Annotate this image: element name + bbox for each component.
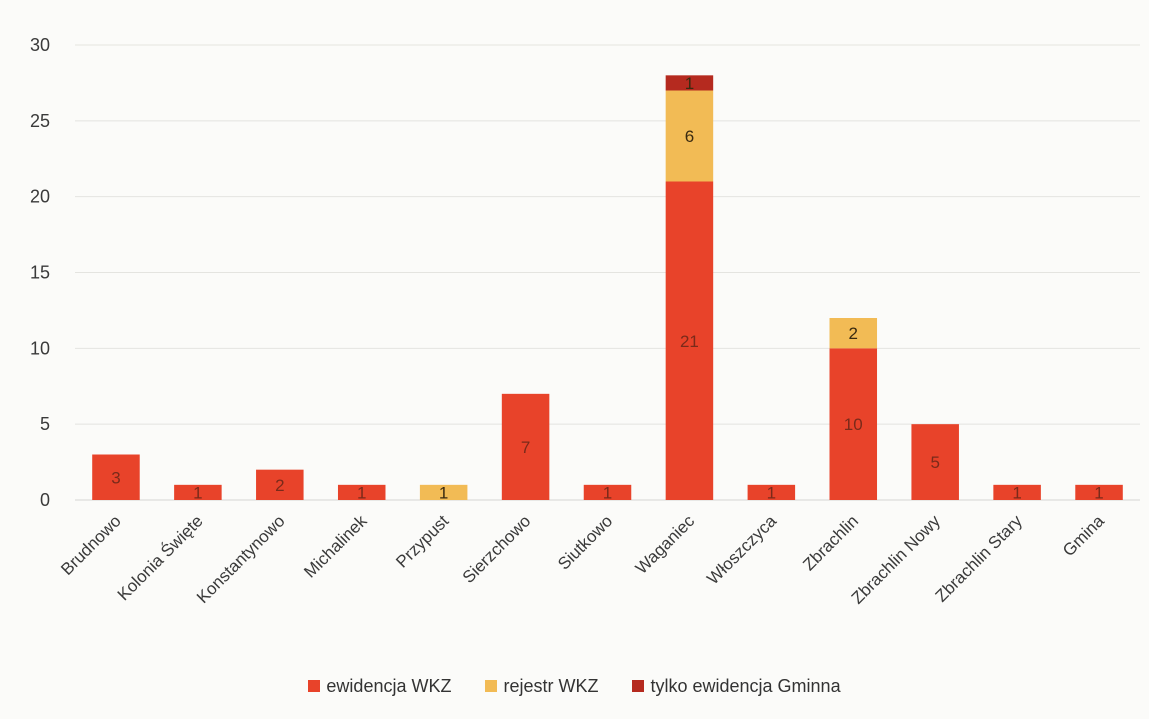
x-tick-label: Włoszczyca	[703, 511, 780, 588]
data-label: 1	[603, 483, 612, 502]
legend-item-tylko-ewidencja-gminna: tylko ewidencja Gminna	[632, 675, 841, 697]
data-label: 10	[844, 415, 863, 434]
bar-zbrachlin-stary-ewidencja-wkz	[993, 484, 1041, 500]
bar-zbrachlin-rejestr-wkz	[829, 318, 878, 349]
x-tick-label: Siutkowo	[554, 511, 616, 573]
y-tick-label: 10	[30, 338, 50, 358]
x-tick-label: Zbrachlin Stary	[932, 511, 1027, 606]
data-label: 6	[685, 127, 694, 146]
bar-zbrachlin-ewidencja-wkz	[829, 348, 878, 500]
data-label: 21	[680, 332, 699, 351]
data-label: 2	[849, 324, 858, 343]
data-label: 3	[111, 468, 120, 487]
x-tick-label: Kolonia Święte	[114, 511, 207, 604]
data-label: 1	[767, 483, 776, 502]
data-label: 1	[1094, 483, 1103, 502]
x-tick-label: Konstantynowo	[193, 511, 289, 607]
bar-waganiec-ewidencja-wkz	[665, 181, 714, 500]
legend-item-ewidencja-wkz: ewidencja WKZ	[308, 676, 451, 697]
x-tick-label: Zbrachlin	[799, 511, 862, 574]
legend-item-rejestr-wkz: rejestr WKZ	[485, 676, 598, 697]
x-tick-label: Waganiec	[632, 511, 699, 578]
bar-waganiec-tylko-ewidencja-gminna	[665, 75, 714, 91]
bar-gmina-ewidencja-wkz	[1075, 484, 1123, 500]
bar-sierzchowo-ewidencja-wkz	[501, 393, 550, 500]
x-tick-label: Przypust	[392, 511, 452, 571]
x-tick-label: Zbrachlin Nowy	[848, 511, 945, 608]
x-tick-label: Brudnowo	[57, 511, 125, 579]
data-label: 5	[930, 453, 939, 472]
y-axis-tick-labels: 0 5 10 15 20 25 30	[30, 35, 50, 510]
gridlines	[75, 44, 1140, 501]
bar-michalinek-ewidencja-wkz	[337, 484, 386, 500]
bar-przypust-rejestr-wkz	[419, 484, 468, 500]
data-label: 7	[521, 438, 530, 457]
data-label: 1	[1012, 483, 1021, 502]
legend-label-ewidencja-wkz: ewidencja WKZ	[326, 675, 452, 696]
legend-swatch-ewidencja-wkz	[308, 680, 321, 692]
y-tick-label: 15	[30, 263, 50, 283]
bar-waganiec-rejestr-wkz	[665, 90, 714, 182]
y-tick-label: 0	[40, 490, 50, 510]
data-label: 1	[357, 483, 366, 502]
y-tick-label: 30	[30, 35, 50, 55]
data-label: 1	[193, 483, 202, 502]
legend-label-rejestr-wkz: rejestr WKZ	[503, 675, 599, 696]
y-tick-label: 25	[30, 111, 50, 131]
x-tick-label: Sierzchowo	[459, 511, 535, 587]
x-tick-label: Michalinek	[300, 511, 371, 582]
legend-label-tylko-ewidencja-gminna: tylko ewidencja Gminna	[650, 675, 841, 696]
y-tick-label: 20	[30, 187, 50, 207]
y-tick-label: 5	[40, 414, 50, 434]
data-label: 1	[685, 74, 694, 93]
bar-brudnowo-ewidencja-wkz	[92, 454, 140, 500]
bar-konstantynowo-ewidencja-wkz	[256, 469, 304, 500]
legend-swatch-rejestr-wkz	[485, 680, 498, 692]
bar-wloszczyca-ewidencja-wkz	[747, 484, 796, 500]
bar-zbrachlin-nowy-ewidencja-wkz	[911, 424, 959, 500]
legend: ewidencja WKZ rejestr WKZ tylko ewidencj…	[0, 672, 1149, 700]
x-tick-label: Gmina	[1059, 511, 1108, 560]
bar-kolonia-swiete-ewidencja-wkz	[174, 484, 222, 500]
data-label: 1	[439, 483, 448, 502]
legend-swatch-tylko-ewidencja-gminna	[632, 680, 645, 692]
bars	[92, 75, 1123, 500]
bar-siutkowo-ewidencja-wkz	[583, 484, 632, 500]
data-label: 2	[275, 476, 284, 495]
